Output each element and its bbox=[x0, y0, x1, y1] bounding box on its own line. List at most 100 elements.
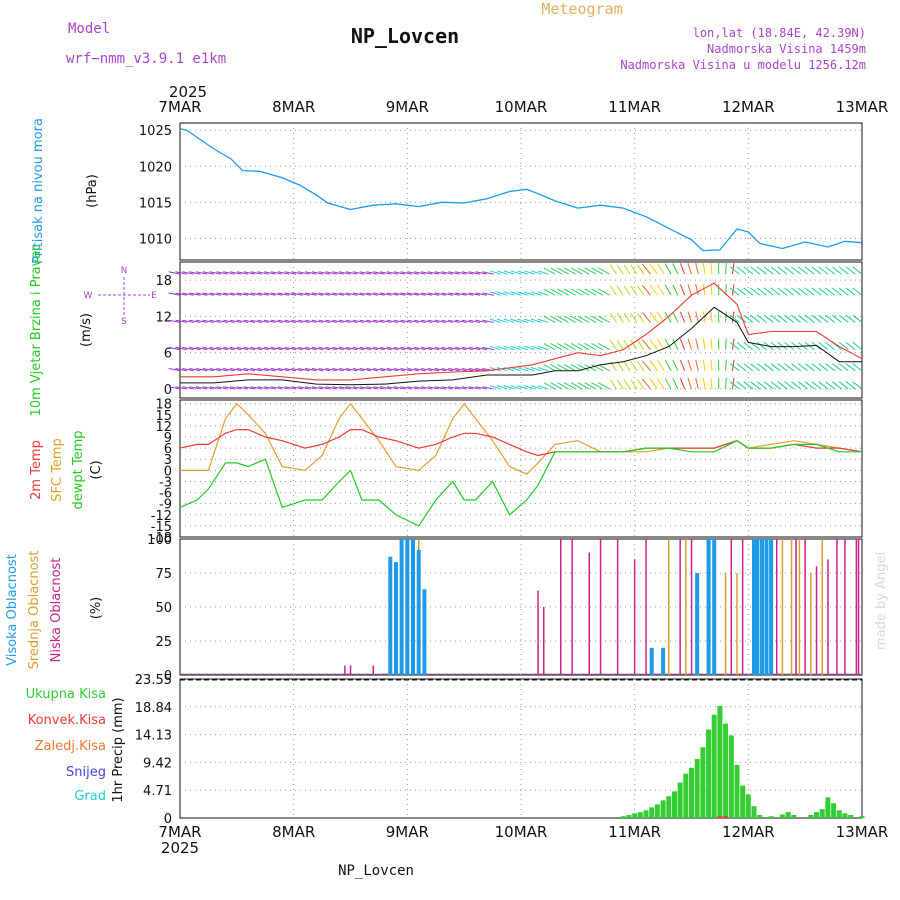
total-rain-bar bbox=[683, 773, 689, 818]
wind-arrow bbox=[427, 386, 440, 390]
wind-arrow bbox=[189, 346, 201, 351]
precip-plot: 0 4.71 9.42 14.13 18.84 23.55 bbox=[135, 673, 865, 827]
wind-arrow bbox=[550, 342, 563, 351]
wind-arrow bbox=[223, 346, 235, 351]
wind-arrow bbox=[264, 346, 276, 351]
y-tick-label: 50 bbox=[155, 601, 172, 616]
total-rain-bar bbox=[649, 807, 655, 818]
wind-arrow bbox=[189, 292, 201, 296]
wind-arrow bbox=[791, 266, 801, 275]
temperature-title: 2m Temp SFC Temp dewpt Temp bbox=[29, 430, 86, 509]
wind-arrow bbox=[216, 292, 228, 296]
wind-arrow bbox=[731, 338, 735, 350]
wind-arrow bbox=[461, 386, 474, 390]
wind-arrow bbox=[818, 342, 829, 351]
wind-arrow bbox=[630, 340, 638, 350]
wind-arrow bbox=[489, 270, 501, 275]
legend-snow: Snijeg bbox=[66, 765, 106, 780]
wind-arrow bbox=[623, 264, 631, 275]
wind-arrow bbox=[407, 271, 419, 275]
wind-arrow bbox=[270, 292, 283, 296]
wind-arrow bbox=[175, 292, 187, 296]
wind-arrow bbox=[421, 319, 433, 323]
wind-arrow bbox=[736, 287, 747, 296]
wind-arrow bbox=[825, 287, 836, 296]
x-tick-label-bottom: 10MAR bbox=[495, 823, 548, 841]
total-rain-bar bbox=[666, 796, 672, 818]
high-cloud-bar bbox=[769, 539, 774, 675]
wind-arrow bbox=[318, 292, 331, 296]
wind-arrow bbox=[339, 346, 351, 351]
wind-arrow bbox=[825, 363, 836, 372]
wind-arrow bbox=[637, 285, 645, 296]
wind-arrow bbox=[455, 319, 467, 323]
wind-arrow bbox=[332, 346, 344, 351]
wind-arrow bbox=[250, 292, 262, 296]
wind-arrow bbox=[510, 345, 522, 351]
low-cloud-bar bbox=[855, 539, 858, 675]
total-rain-bar bbox=[751, 806, 757, 818]
wind-arrow bbox=[557, 315, 569, 323]
wind-arrow bbox=[591, 288, 604, 296]
wind-arrow bbox=[373, 319, 385, 323]
wind-arrow bbox=[641, 284, 651, 296]
total-rain-bar bbox=[785, 812, 791, 818]
wind-arrow bbox=[496, 345, 508, 351]
wind-arrow bbox=[291, 346, 303, 351]
wind-arrow bbox=[763, 363, 774, 372]
wind-arrow bbox=[679, 284, 686, 296]
wind-arrow bbox=[461, 292, 474, 296]
low-cloud-bar bbox=[815, 566, 818, 675]
wind-arrow bbox=[386, 368, 399, 372]
y-tick-label: 0 bbox=[164, 464, 172, 479]
wind-arrow bbox=[736, 342, 747, 351]
wind-arrow bbox=[427, 292, 440, 296]
wind-arrow bbox=[845, 381, 856, 390]
wind-arrow bbox=[852, 381, 863, 390]
wind-arrow bbox=[530, 291, 542, 296]
wind-arrow bbox=[202, 386, 215, 390]
wind-arrow bbox=[195, 368, 208, 372]
wind-arrow bbox=[468, 292, 481, 296]
wind-arrow bbox=[609, 340, 617, 350]
wind-arrow bbox=[763, 381, 774, 390]
wind-arrow bbox=[448, 346, 460, 351]
total-rain-bar bbox=[711, 714, 717, 818]
wind-arrow bbox=[637, 312, 645, 323]
wind-arrow bbox=[695, 338, 699, 350]
wind-arrow bbox=[517, 291, 528, 296]
wind-arrow bbox=[168, 346, 181, 351]
wind-arrow bbox=[609, 312, 617, 323]
page-title: NP_Lovcen bbox=[351, 24, 459, 48]
wind-arrow bbox=[825, 266, 836, 275]
wind-arrow bbox=[468, 271, 481, 275]
wind-arrow bbox=[770, 266, 781, 275]
wind-arrow bbox=[510, 367, 522, 372]
wind-arrow bbox=[455, 346, 467, 351]
wind-arrow bbox=[332, 292, 344, 296]
wind-arrow bbox=[189, 368, 201, 372]
wind-arrow bbox=[305, 271, 317, 275]
wind-arrow bbox=[804, 363, 815, 372]
wind-arrow bbox=[510, 270, 522, 275]
model-altitude-label: Nadmorska Visina u modelu 1256.12m bbox=[620, 58, 866, 72]
wind-arrow bbox=[770, 381, 781, 390]
wind-arrow bbox=[838, 287, 849, 296]
wind-arrow bbox=[517, 318, 528, 323]
high-cloud-bar bbox=[760, 539, 764, 675]
wind-arrow bbox=[672, 284, 679, 296]
wind-arrow bbox=[710, 263, 713, 275]
wind-arrow bbox=[380, 368, 392, 372]
wind-arrow bbox=[489, 291, 501, 296]
altitude-label: Nadmorska Visina 1459m bbox=[707, 42, 866, 56]
wind-arrow bbox=[448, 292, 460, 296]
wind-arrow bbox=[461, 319, 474, 323]
wind-arrow bbox=[175, 386, 187, 390]
wind-arrow bbox=[543, 267, 556, 275]
wind-arrow bbox=[230, 319, 242, 323]
wind-arrow bbox=[311, 368, 324, 372]
wind-arrow bbox=[702, 338, 706, 350]
sfc-temp-title: SFC Temp bbox=[50, 438, 65, 502]
wind-arrow bbox=[305, 292, 317, 296]
wind-arrow bbox=[448, 386, 460, 390]
